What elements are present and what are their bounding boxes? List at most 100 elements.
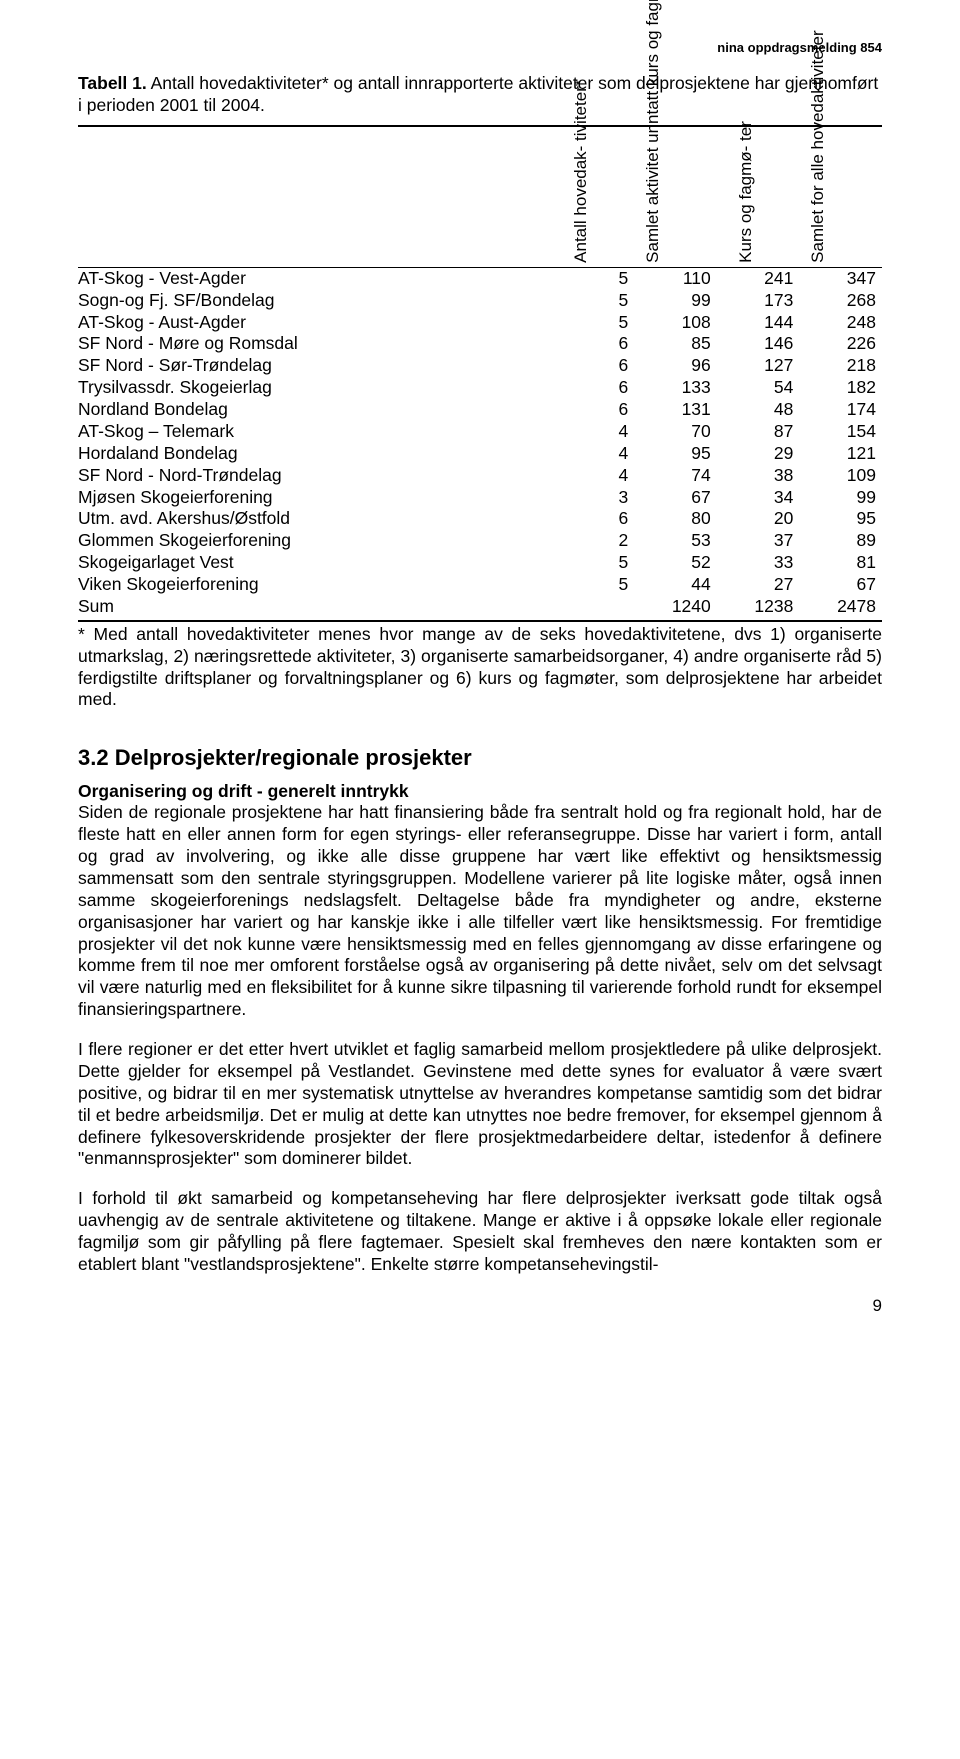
cell-value: 33 (717, 552, 800, 574)
table-row: SF Nord - Sør-Trøndelag696127218 (78, 355, 882, 377)
cell-value: 144 (717, 312, 800, 334)
cell-value: 37 (717, 530, 800, 552)
cell-value: 154 (799, 421, 882, 443)
table-row: Viken Skogeierforening5442767 (78, 574, 882, 596)
table-footnote: * Med antall hovedaktiviteter menes hvor… (78, 624, 882, 712)
cell-value: 218 (799, 355, 882, 377)
cell-value: 67 (799, 574, 882, 596)
col-header-blank (78, 127, 552, 268)
cell-value: 6 (552, 333, 635, 355)
cell-value: 96 (634, 355, 717, 377)
paragraph-3: I forhold til økt samarbeid og kompetans… (78, 1188, 882, 1276)
paragraph-2: I flere regioner er det etter hvert utvi… (78, 1039, 882, 1170)
cell-value: 173 (717, 290, 800, 312)
cell-value: 4 (552, 443, 635, 465)
cell-value: 44 (634, 574, 717, 596)
row-label: Sogn-og Fj. SF/Bondelag (78, 290, 552, 312)
header-right: nina oppdragsmelding 854 (78, 40, 882, 55)
table-row: Glommen Skogeierforening2533789 (78, 530, 882, 552)
row-label: Hordaland Bondelag (78, 443, 552, 465)
cell-value: 54 (717, 377, 800, 399)
cell-value: 99 (634, 290, 717, 312)
cell-value: 95 (634, 443, 717, 465)
row-label: AT-Skog - Vest-Agder (78, 267, 552, 289)
col-header-3: Samlet for alle hovedaktiviteter (799, 127, 882, 268)
data-table-wrap: Antall hovedak- tiviteter* Samlet aktivi… (78, 125, 882, 622)
table-row: AT-Skog - Vest-Agder5110241347 (78, 267, 882, 289)
cell-value: 6 (552, 508, 635, 530)
cell-value: 6 (552, 355, 635, 377)
table-row: Hordaland Bondelag49529121 (78, 443, 882, 465)
cell-value: 121 (799, 443, 882, 465)
cell-value: 80 (634, 508, 717, 530)
cell-value: 182 (799, 377, 882, 399)
cell-value: 4 (552, 421, 635, 443)
cell-value: 5 (552, 574, 635, 596)
data-table: Antall hovedak- tiviteter* Samlet aktivi… (78, 127, 882, 622)
table-row: Mjøsen Skogeierforening3673499 (78, 487, 882, 509)
subheading: Organisering og drift - generelt inntryk… (78, 781, 882, 802)
row-label: Utm. avd. Akershus/Østfold (78, 508, 552, 530)
cell-value: 347 (799, 267, 882, 289)
cell-value: 110 (634, 267, 717, 289)
table-row: Utm. avd. Akershus/Østfold6802095 (78, 508, 882, 530)
cell-value: 5 (552, 290, 635, 312)
table-sum-row: Sum124012382478 (78, 596, 882, 621)
cell-value: 89 (799, 530, 882, 552)
cell-value: 52 (634, 552, 717, 574)
table-row: Nordland Bondelag613148174 (78, 399, 882, 421)
cell-value: 99 (799, 487, 882, 509)
cell-value: 133 (634, 377, 717, 399)
cell-value: 6 (552, 377, 635, 399)
cell-value: 1240 (634, 596, 717, 621)
row-label: Nordland Bondelag (78, 399, 552, 421)
table-row: SF Nord - Møre og Romsdal685146226 (78, 333, 882, 355)
cell-value: 38 (717, 465, 800, 487)
row-label: SF Nord - Nord-Trøndelag (78, 465, 552, 487)
cell-value: 226 (799, 333, 882, 355)
cell-value: 5 (552, 267, 635, 289)
cell-value: 67 (634, 487, 717, 509)
row-label: SF Nord - Møre og Romsdal (78, 333, 552, 355)
paragraph-1: Siden de regionale prosjektene har hatt … (78, 802, 882, 1021)
cell-value (552, 596, 635, 621)
row-label: Mjøsen Skogeierforening (78, 487, 552, 509)
cell-value: 5 (552, 552, 635, 574)
cell-value: 85 (634, 333, 717, 355)
cell-value: 20 (717, 508, 800, 530)
cell-value: 131 (634, 399, 717, 421)
cell-value: 6 (552, 399, 635, 421)
cell-value: 87 (717, 421, 800, 443)
row-label: AT-Skog - Aust-Agder (78, 312, 552, 334)
cell-value: 241 (717, 267, 800, 289)
cell-value: 2478 (799, 596, 882, 621)
row-label: Sum (78, 596, 552, 621)
cell-value: 74 (634, 465, 717, 487)
cell-value: 109 (799, 465, 882, 487)
cell-value: 3 (552, 487, 635, 509)
row-label: AT-Skog – Telemark (78, 421, 552, 443)
table-caption: Tabell 1. Antall hovedaktiviteter* og an… (78, 73, 882, 117)
row-label: SF Nord - Sør-Trøndelag (78, 355, 552, 377)
cell-value: 29 (717, 443, 800, 465)
cell-value: 108 (634, 312, 717, 334)
cell-value: 146 (717, 333, 800, 355)
cell-value: 4 (552, 465, 635, 487)
cell-value: 248 (799, 312, 882, 334)
cell-value: 95 (799, 508, 882, 530)
page-number: 9 (78, 1296, 882, 1316)
table-row: Trysilvassdr. Skogeierlag613354182 (78, 377, 882, 399)
table-row: SF Nord - Nord-Trøndelag47438109 (78, 465, 882, 487)
caption-text: Antall hovedaktiviteter* og antall innra… (78, 73, 878, 115)
cell-value: 174 (799, 399, 882, 421)
cell-value: 48 (717, 399, 800, 421)
table-row: AT-Skog - Aust-Agder5108144248 (78, 312, 882, 334)
col-header-1: Samlet aktivitet unntatt kurs og fagmøte… (634, 127, 717, 268)
row-label: Viken Skogeierforening (78, 574, 552, 596)
cell-value: 2 (552, 530, 635, 552)
cell-value: 53 (634, 530, 717, 552)
cell-value: 268 (799, 290, 882, 312)
col-header-2: Kurs og fagmø- ter (717, 127, 800, 268)
table-row: AT-Skog – Telemark47087154 (78, 421, 882, 443)
cell-value: 34 (717, 487, 800, 509)
